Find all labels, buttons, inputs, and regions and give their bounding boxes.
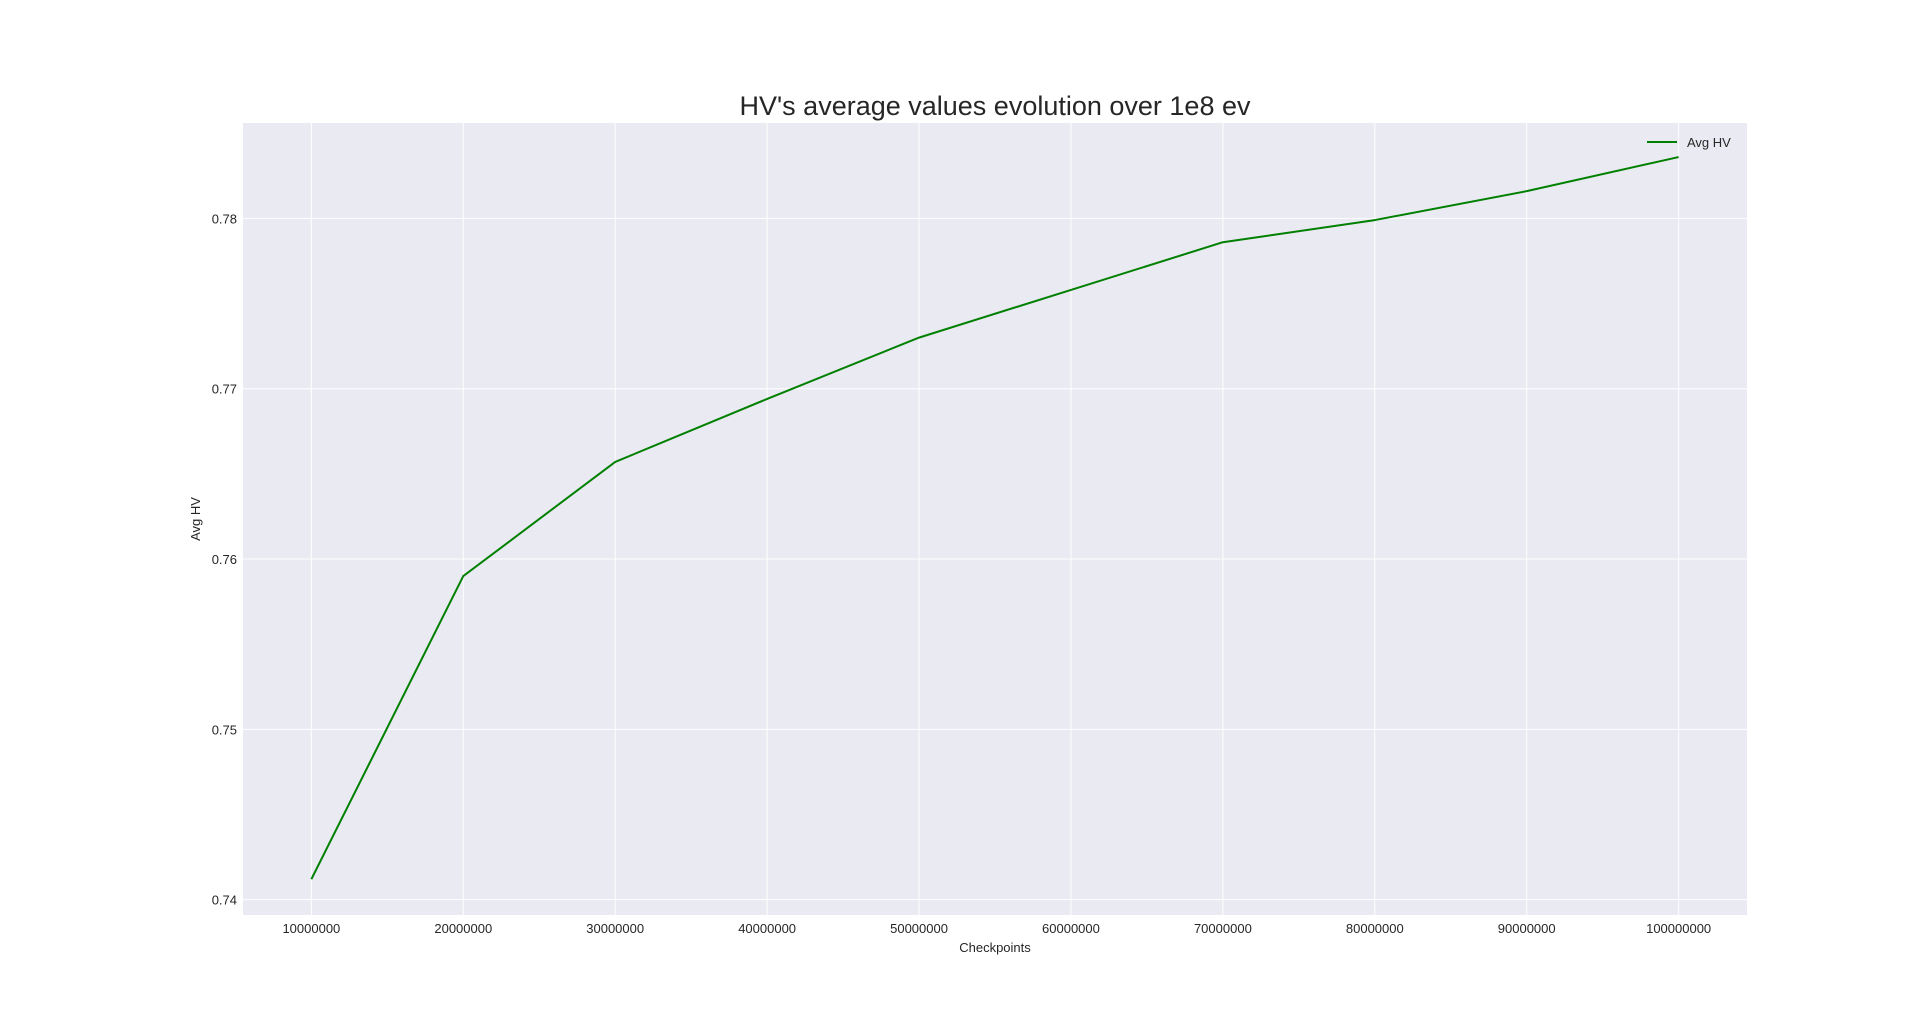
y-tick-label: 0.77 bbox=[212, 382, 237, 397]
legend: Avg HV bbox=[1647, 135, 1731, 150]
x-tick-label: 80000000 bbox=[1346, 921, 1404, 936]
x-tick-label: 100000000 bbox=[1646, 921, 1711, 936]
series-line-avg-hv bbox=[310, 156, 1679, 880]
x-tick-label: 30000000 bbox=[586, 921, 644, 936]
x-tick-label: 40000000 bbox=[738, 921, 796, 936]
grid-lines bbox=[243, 123, 1747, 915]
y-tick-label: 0.74 bbox=[212, 893, 237, 908]
x-tick-label: 20000000 bbox=[434, 921, 492, 936]
legend-label: Avg HV bbox=[1687, 135, 1731, 150]
x-tick-label: 70000000 bbox=[1194, 921, 1252, 936]
series-lines bbox=[310, 156, 1679, 880]
x-tick-label: 60000000 bbox=[1042, 921, 1100, 936]
y-axis-label: Avg HV bbox=[188, 497, 203, 541]
x-tick-labels: 10000000 20000000 30000000 40000000 50000000… bbox=[282, 921, 1711, 936]
y-tick-label: 0.75 bbox=[212, 722, 237, 737]
x-tick-label: 50000000 bbox=[890, 921, 948, 936]
y-tick-label: 0.76 bbox=[212, 552, 237, 567]
chart-title: HV's average values evolution over 1e8 e… bbox=[740, 91, 1251, 121]
plot-area bbox=[243, 123, 1747, 915]
y-tick-labels: 0.74 0.75 0.76 0.77 0.78 bbox=[212, 211, 237, 907]
x-tick-label: 90000000 bbox=[1498, 921, 1556, 936]
y-tick-label: 0.78 bbox=[212, 211, 237, 226]
x-axis-label: Checkpoints bbox=[959, 940, 1031, 955]
x-tick-label: 10000000 bbox=[282, 921, 340, 936]
